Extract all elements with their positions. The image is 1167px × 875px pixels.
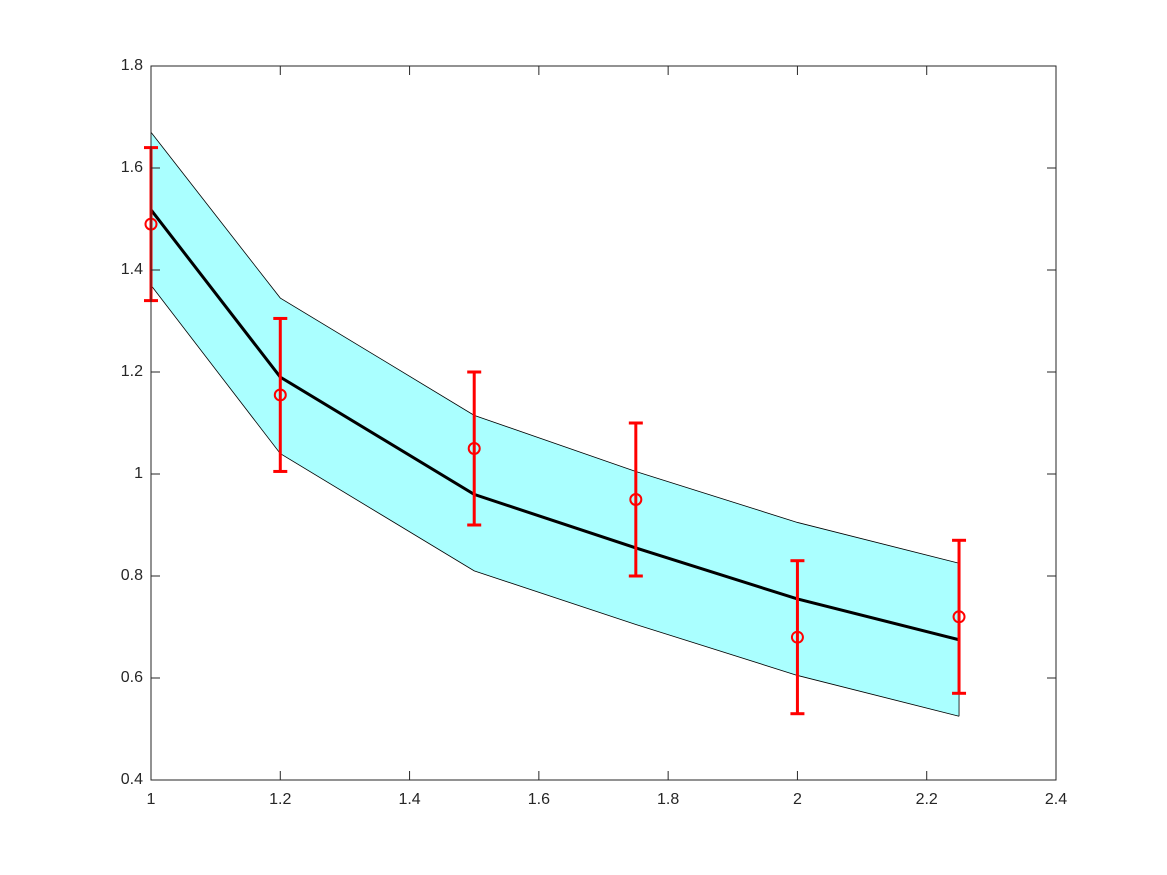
x-tick-label: 1	[147, 791, 156, 808]
y-tick-label: 1.8	[121, 57, 143, 74]
y-tick-label: 0.6	[121, 669, 143, 686]
y-tick-label: 0.8	[121, 567, 143, 584]
confidence-band	[151, 132, 960, 717]
x-tick-label: 1.8	[657, 791, 679, 808]
data-point	[790, 630, 804, 644]
data-point	[952, 610, 966, 624]
band-edge	[150, 285, 960, 717]
axes-box	[150, 65, 1057, 781]
y-tick-label: 1.6	[121, 159, 143, 176]
data-point	[629, 493, 643, 506]
fit-line	[149, 208, 960, 642]
band-edge	[150, 132, 960, 564]
x-tick-label: 2.2	[916, 791, 938, 808]
y-tick-label: 0.4	[121, 771, 143, 788]
y-tick-label: 1.2	[121, 363, 143, 380]
x-tick-label: 1.4	[398, 791, 420, 808]
x-tick-label: 2.4	[1045, 791, 1067, 808]
data-point	[273, 388, 287, 402]
x-tick-label: 2	[793, 791, 802, 808]
x-tick-label: 1.6	[528, 791, 550, 808]
x-tick-label: 1.2	[269, 791, 291, 808]
data-point	[467, 442, 481, 455]
y-tick-label: 1.4	[121, 261, 143, 278]
y-tick-label: 1	[134, 465, 143, 482]
